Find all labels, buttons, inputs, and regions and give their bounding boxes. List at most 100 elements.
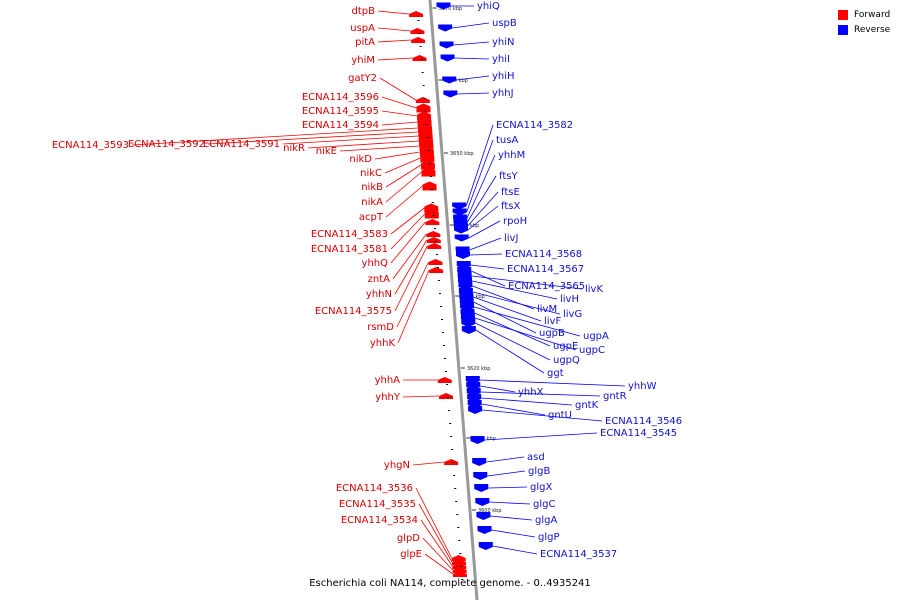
minor-marker [447, 397, 450, 398]
reverse-gene-arrow [461, 319, 476, 327]
reverse-gene-arrow [443, 90, 458, 98]
gene-label-reverse: ftsY [499, 171, 518, 182]
gene-label-reverse: ECNA114_3545 [600, 428, 677, 439]
reverse-gene-arrow [442, 76, 457, 84]
reverse-label-connector [492, 545, 538, 555]
minor-marker [435, 254, 438, 255]
gene-label-forward: nikC [360, 168, 382, 179]
gene-label-reverse: glgA [535, 515, 557, 526]
forward-label-connector [381, 110, 418, 117]
reverse-gene-arrow [473, 472, 488, 480]
forward-label-connector [422, 537, 453, 571]
minor-marker [443, 345, 446, 346]
reverse-label-connector [475, 329, 545, 374]
reverse-gene-arrow [468, 406, 483, 414]
forward-gene-arrow [422, 181, 437, 191]
gene-label-reverse: yhiQ [477, 1, 500, 12]
minor-marker [456, 514, 459, 515]
forward-gene-arrow [421, 167, 436, 177]
reverse-gene-arrow [455, 251, 470, 259]
legend-reverse: Reverse [838, 23, 898, 38]
forward-label-connector [390, 221, 426, 264]
forward-gene-arrow [411, 37, 426, 43]
reverse-gene-arrow [440, 54, 455, 62]
gene-label-forward: yhhN [366, 289, 392, 300]
minor-marker [450, 436, 453, 437]
gene-label-reverse: yhhX [518, 387, 544, 398]
minor-marker [442, 332, 445, 333]
forward-label-connector [385, 185, 423, 218]
minor-marker [417, 20, 420, 21]
forward-gene-arrow [420, 160, 435, 170]
forward-gene-arrow [425, 219, 440, 225]
forward-gene-arrow [452, 563, 467, 569]
reverse-label-connector [456, 75, 490, 81]
gene-label-reverse: ugpB [539, 328, 565, 339]
forward-label-connector [394, 245, 428, 312]
reverse-gene-arrow [476, 512, 491, 520]
reverse-label-connector [467, 205, 499, 231]
forward-label-connector [424, 553, 454, 575]
gene-label-reverse: ugpC [579, 345, 605, 356]
minor-marker [431, 202, 434, 203]
gene-label-reverse: yhiI [492, 54, 510, 65]
gene-label-forward: yhhQ [362, 258, 389, 269]
gene-label-forward: yhhY [375, 392, 401, 403]
gene-label-reverse: yhhM [498, 150, 525, 161]
forward-gene-arrow [419, 141, 434, 151]
forward-label-connector [392, 233, 427, 280]
forward-label-connector [374, 151, 420, 160]
legend-forward: Forward [838, 8, 898, 23]
gene-label-forward: ECNA114_3592 [128, 139, 205, 150]
gene-label-reverse: rpoH [503, 216, 527, 227]
gene-label-forward: dtpB [352, 6, 376, 17]
forward-label-connector [207, 131, 419, 145]
minor-marker [426, 137, 429, 138]
reverse-label-connector [452, 22, 490, 29]
reverse-gene-arrow [454, 226, 469, 234]
forward-label-connector [402, 395, 440, 398]
gene-label-forward: ECNA114_3583 [311, 229, 388, 240]
reverse-label-connector [469, 237, 502, 251]
forward-gene-arrow [452, 567, 467, 573]
gene-label-forward: ECNA114_3575 [315, 306, 392, 317]
forward-label-connector [394, 239, 428, 295]
reverse-label-connector [482, 409, 603, 422]
minor-marker [459, 553, 462, 554]
forward-gene-arrow [424, 203, 439, 213]
minor-marker [434, 241, 437, 242]
gene-label-forward: uspA [350, 23, 375, 34]
scale-tick-label: 3650 kbp [450, 151, 474, 157]
gene-label-reverse: uspB [492, 18, 517, 29]
forward-label-connector [377, 57, 413, 61]
reverse-label-connector [475, 322, 551, 361]
minor-marker [445, 371, 448, 372]
reverse-label-connector [453, 41, 490, 46]
gene-labels: dtpB uspA pitA yhiM gatY2 ECNA114_3596 ECNA114… [52, 1, 682, 560]
forward-label-connector [377, 10, 410, 15]
gene-label-forward: ECNA114_3596 [302, 92, 379, 103]
forward-label-connector [282, 135, 419, 145]
gene-label-forward: nikA [361, 197, 383, 208]
minor-marker [457, 527, 460, 528]
gene-label-reverse: ugpE [553, 341, 578, 352]
gene-label-reverse: ugpA [583, 331, 609, 342]
forward-label-connector [390, 207, 425, 235]
reverse-gene-arrow [474, 484, 489, 492]
reverse-gene-arrow [461, 326, 476, 334]
gene-label-forward: rsmD [367, 322, 394, 333]
reverse-label-connector [467, 191, 499, 227]
gene-label-reverse: livK [585, 284, 603, 295]
reverse-gene-arrow [439, 41, 454, 49]
reverse-label-connector [471, 270, 506, 287]
genome-caption: Escherichia coli NA114, complete genome.… [309, 578, 591, 589]
gene-label-reverse: livJ [504, 233, 518, 244]
forward-label-connector [381, 96, 417, 109]
reverse-label-connector [474, 317, 577, 351]
gene-label-reverse: glgC [533, 499, 555, 510]
forward-gene-arrow [439, 393, 454, 399]
gene-label-forward: yhhA [375, 375, 401, 386]
reverse-label-connector [467, 175, 497, 223]
